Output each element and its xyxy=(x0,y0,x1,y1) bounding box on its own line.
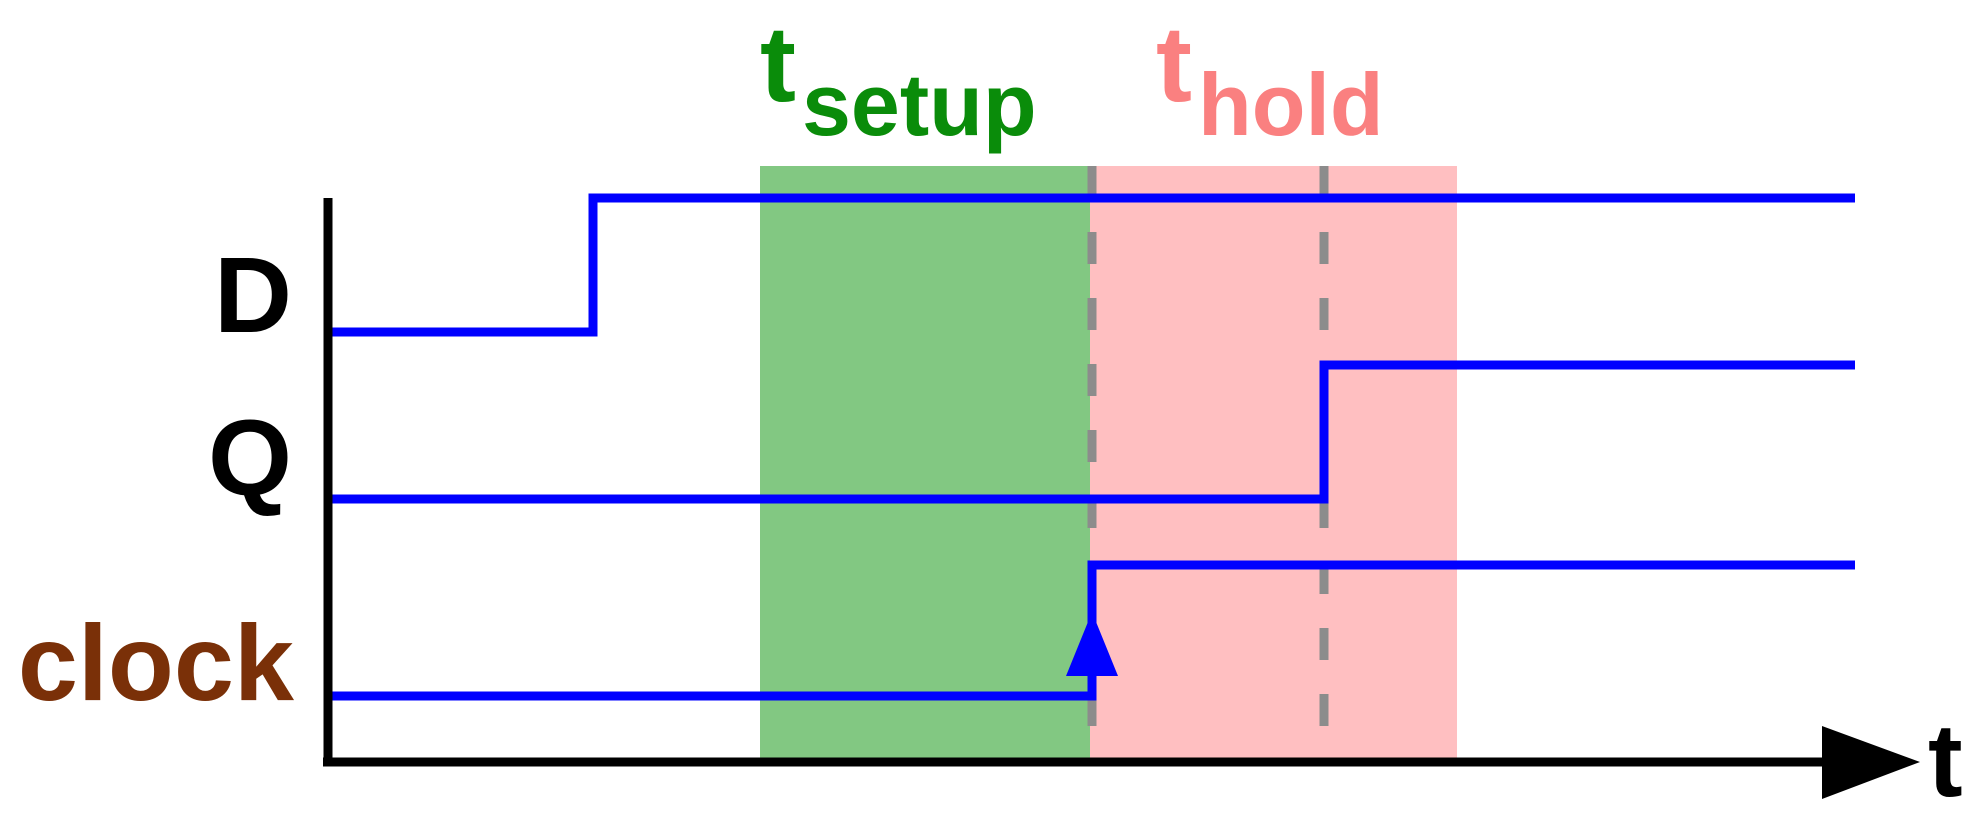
setup-time-label: tsetup xyxy=(760,3,1037,154)
d-signal-label: D xyxy=(214,234,292,355)
time-axis-label: t xyxy=(1928,703,1963,819)
setup-time-symbol: t xyxy=(760,3,796,124)
hold-time-subscript: hold xyxy=(1198,55,1384,154)
d-waveform xyxy=(330,193,1855,337)
time-axis-arrow-icon xyxy=(1822,726,1920,799)
setup-time-subscript: setup xyxy=(802,55,1037,154)
clock-signal-label: clock xyxy=(18,602,295,723)
hold-window xyxy=(1090,166,1457,763)
setup-window xyxy=(760,166,1090,763)
rising-edge-arrow-icon xyxy=(1066,612,1118,676)
q-waveform xyxy=(330,360,1855,504)
hold-time-symbol: t xyxy=(1156,3,1192,124)
hold-time-label: thold xyxy=(1156,3,1384,154)
q-signal-label: Q xyxy=(208,397,292,518)
